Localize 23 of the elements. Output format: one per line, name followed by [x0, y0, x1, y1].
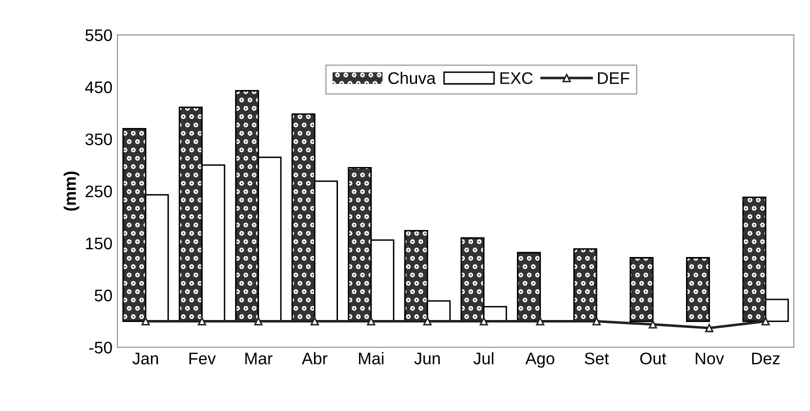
y-tick-label: -50 [89, 342, 112, 354]
y-tick-label: 450 [85, 81, 112, 94]
x-tick-label: Mai [359, 352, 384, 364]
x-tick-label: Jun [414, 352, 440, 364]
x-tick-label: Abr [302, 352, 328, 364]
x-tick-label: Ago [525, 352, 554, 368]
y-axis-title: (mm) [64, 172, 80, 211]
x-tick-label: Mar [245, 352, 272, 364]
x-tick-label: Set [584, 352, 609, 364]
y-tick-label: 50 [94, 290, 112, 302]
legend-label: Chuva [388, 72, 436, 84]
y-tick-label: 150 [86, 238, 112, 250]
legend-label: DEF [598, 72, 630, 84]
y-tick-label: 550 [85, 29, 112, 42]
x-tick-label: Jul [473, 352, 494, 364]
x-tick-label: Fev [189, 352, 216, 364]
y-tick-label: 350 [85, 133, 112, 146]
x-tick-label: Jan [132, 352, 158, 364]
x-tick-label: Nov [696, 352, 724, 364]
x-tick-label: Dez [752, 352, 780, 364]
x-tick-label: Out [640, 352, 666, 364]
legend-label: EXC [500, 72, 533, 84]
y-tick-label: 250 [86, 186, 112, 198]
